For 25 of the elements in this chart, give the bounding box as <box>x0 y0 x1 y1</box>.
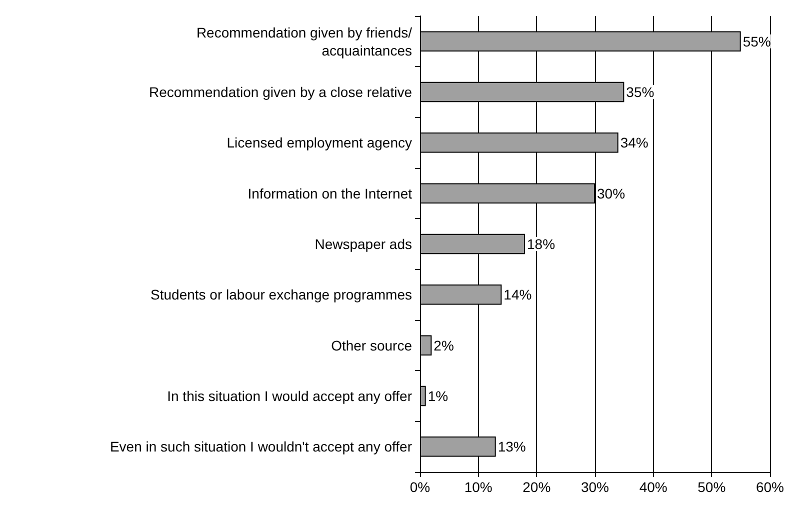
data-label: 1% <box>428 388 448 404</box>
y-tick-label: Information on the Internet <box>248 185 412 202</box>
y-tick-label: Licensed employment agency <box>226 134 412 151</box>
data-label: 13% <box>498 438 526 455</box>
data-label: 35% <box>626 84 654 100</box>
y-tick-label: In this situation I would accept any offer <box>167 388 412 404</box>
y-tick-label: Students or labour exchange programmes <box>150 286 412 303</box>
data-label: 2% <box>434 337 454 354</box>
data-label: 34% <box>620 134 648 151</box>
x-tick-label: 20% <box>522 479 551 495</box>
y-tick-label: Even in such situation I wouldn't accept any offer <box>110 438 412 455</box>
x-tick-label: 60% <box>756 479 784 495</box>
y-tick-label: Recommendation given by a close relative <box>148 84 412 100</box>
x-tick-label: 40% <box>639 479 668 495</box>
data-label: 18% <box>527 236 556 252</box>
x-tick-label: 30% <box>580 479 610 495</box>
data-label: 30% <box>597 185 626 202</box>
x-tick-label: 10% <box>464 479 492 495</box>
x-tick-label: 0% <box>410 479 430 495</box>
y-tick-label: Newspaper ads <box>314 236 412 252</box>
x-tick-label: 50% <box>698 479 726 495</box>
data-label: 14% <box>504 286 532 303</box>
data-label: 55% <box>742 33 771 50</box>
y-tick-label: Other source <box>331 337 412 354</box>
y-tick-label: Recommendation given by friends/ acquaintances <box>196 24 412 58</box>
